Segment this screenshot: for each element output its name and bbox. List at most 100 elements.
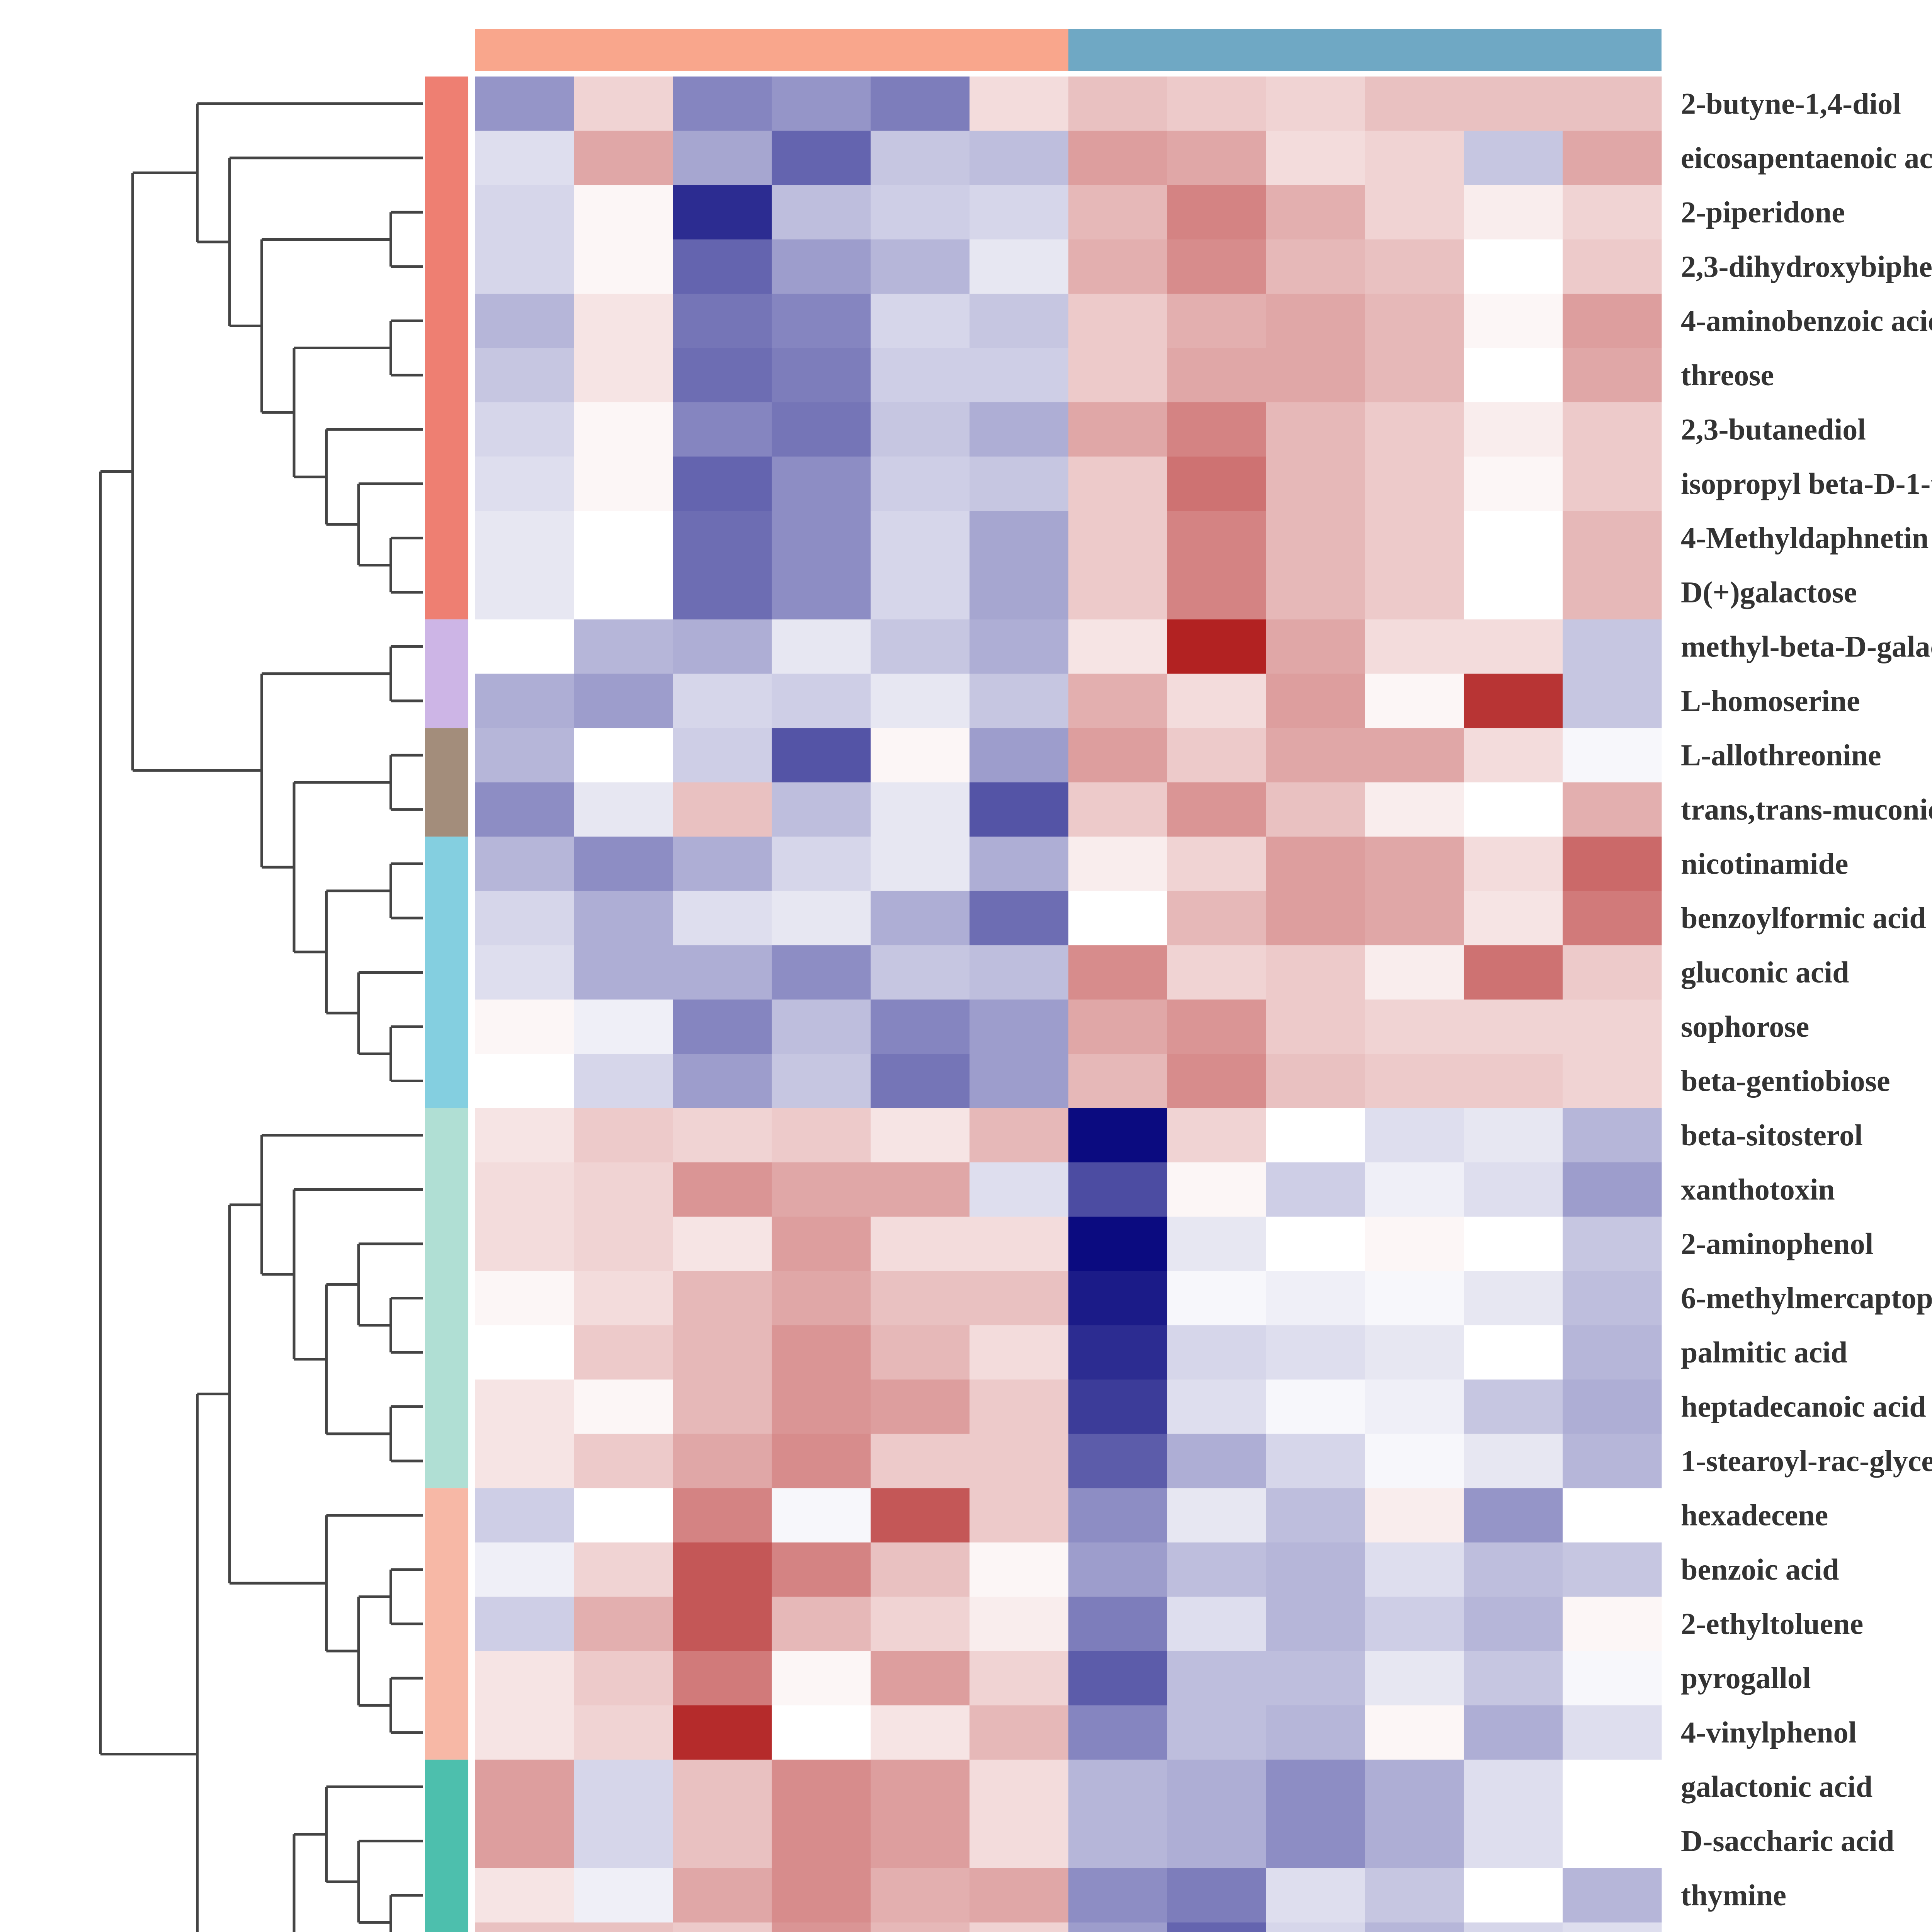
- row-label: 2,3-dihydroxybiphenyl: [1681, 250, 1932, 283]
- heatmap-cell: [1365, 1325, 1464, 1380]
- heatmap-cell: [1167, 1325, 1267, 1380]
- heatmap-cell: [772, 1759, 871, 1814]
- heatmap-cell: [969, 999, 1069, 1054]
- heatmap-cell: [1266, 782, 1365, 837]
- heatmap-cell: [871, 1488, 970, 1543]
- heatmap-cell: [871, 185, 970, 240]
- heatmap-cell: [574, 402, 673, 457]
- heatmap-cell: [475, 1434, 575, 1488]
- heatmap-cell: [1464, 511, 1563, 566]
- row-label: nicotinamide: [1681, 847, 1848, 880]
- heatmap-cell: [1068, 1705, 1168, 1760]
- heatmap-cell: [475, 673, 575, 728]
- heatmap-cell: [1563, 402, 1662, 457]
- row-label: 4-aminobenzoic acid: [1681, 304, 1932, 337]
- heatmap-cell: [574, 728, 673, 783]
- row-cluster-bar: [425, 837, 468, 1108]
- heatmap-cell: [1068, 728, 1168, 783]
- heatmap-cell: [772, 402, 871, 457]
- column-group-annotation-bar: [475, 29, 1662, 71]
- heatmap-cells: [475, 77, 1662, 1932]
- heatmap-cell: [574, 1271, 673, 1326]
- heatmap-cell: [1167, 1379, 1267, 1434]
- heatmap-cell: [1464, 891, 1563, 946]
- heatmap-cell: [969, 945, 1069, 1000]
- heatmap-cell: [1068, 837, 1168, 891]
- heatmap-cell: [1563, 1108, 1662, 1163]
- heatmap-cell: [1068, 1216, 1168, 1271]
- heatmap-cell: [1563, 945, 1662, 1000]
- heatmap-cell: [969, 131, 1069, 185]
- heatmap-cell: [1266, 1379, 1365, 1434]
- heatmap-cell: [1266, 1759, 1365, 1814]
- heatmap-cell: [1266, 945, 1365, 1000]
- row-label: methyl-beta-D-galactopyranoside: [1681, 629, 1932, 663]
- heatmap-cell: [475, 77, 575, 131]
- heatmap-cell: [1563, 348, 1662, 403]
- heatmap-cell: [1563, 456, 1662, 511]
- heatmap-cell: [772, 837, 871, 891]
- heatmap-cell: [1167, 511, 1267, 566]
- heatmap-cell: [1365, 1814, 1464, 1869]
- heatmap-cell: [969, 837, 1069, 891]
- row-label: 4-vinylphenol: [1681, 1716, 1857, 1749]
- heatmap-cell: [1464, 999, 1563, 1054]
- heatmap-cell: [969, 1759, 1069, 1814]
- heatmap-cell: [475, 1922, 575, 1932]
- heatmap-cell: [969, 1488, 1069, 1543]
- heatmap-cell: [673, 1922, 772, 1932]
- heatmap-cell: [871, 1379, 970, 1434]
- heatmap-cell: [772, 945, 871, 1000]
- row-cluster-bar: [425, 77, 468, 620]
- heatmap-cell: [1365, 565, 1464, 620]
- heatmap-cell: [1563, 1488, 1662, 1543]
- heatmap-cell: [772, 1597, 871, 1651]
- heatmap-cell: [871, 1922, 970, 1932]
- heatmap-cell: [871, 945, 970, 1000]
- heatmap-cell: [1464, 1162, 1563, 1217]
- heatmap-cell: [1167, 1216, 1267, 1271]
- heatmap-cell: [772, 728, 871, 783]
- heatmap-cell: [574, 1542, 673, 1597]
- heatmap-cell: [1365, 945, 1464, 1000]
- row-label: gluconic acid: [1681, 955, 1849, 989]
- heatmap-cell: [673, 1379, 772, 1434]
- row-label: beta-gentiobiose: [1681, 1064, 1890, 1097]
- heatmap-cell: [1167, 294, 1267, 349]
- heatmap-cell: [475, 1542, 575, 1597]
- heatmap-cell: [1464, 1488, 1563, 1543]
- heatmap-cell: [772, 619, 871, 674]
- heatmap-cell: [673, 891, 772, 946]
- heatmap-cell: [772, 456, 871, 511]
- heatmap-cell: [475, 1705, 575, 1760]
- heatmap-cell: [1167, 131, 1267, 185]
- heatmap-cell: [475, 1651, 575, 1706]
- heatmap-cell: [1464, 1325, 1563, 1380]
- heatmap-cell: [1365, 1922, 1464, 1932]
- heatmap-cell: [871, 1868, 970, 1923]
- heatmap-cell: [1167, 1108, 1267, 1163]
- heatmap-cell: [673, 1216, 772, 1271]
- heatmap-cell: [1167, 1651, 1267, 1706]
- heatmap-cell: [871, 1325, 970, 1380]
- heatmap-cell: [1266, 1705, 1365, 1760]
- heatmap-cell: [1365, 728, 1464, 783]
- heatmap-cell: [1365, 131, 1464, 185]
- heatmap-cell: [1266, 1162, 1365, 1217]
- heatmap-cell: [772, 239, 871, 294]
- heatmap-cell: [772, 1542, 871, 1597]
- heatmap-cell: [673, 402, 772, 457]
- heatmap-cell: [1464, 1542, 1563, 1597]
- heatmap-cell: [1365, 1705, 1464, 1760]
- heatmap-cell: [673, 1434, 772, 1488]
- heatmap-cell: [574, 1379, 673, 1434]
- heatmap-cell: [1464, 945, 1563, 1000]
- heatmap-cell: [1563, 1271, 1662, 1326]
- heatmap-cell: [1365, 1054, 1464, 1109]
- heatmap-cell: [1068, 1814, 1168, 1869]
- heatmap-cell: [969, 511, 1069, 566]
- heatmap-cell: [673, 1759, 772, 1814]
- heatmap-cell: [574, 1325, 673, 1380]
- row-label: 6-methylmercaptopurine: [1681, 1281, 1932, 1315]
- heatmap-cell: [1365, 185, 1464, 240]
